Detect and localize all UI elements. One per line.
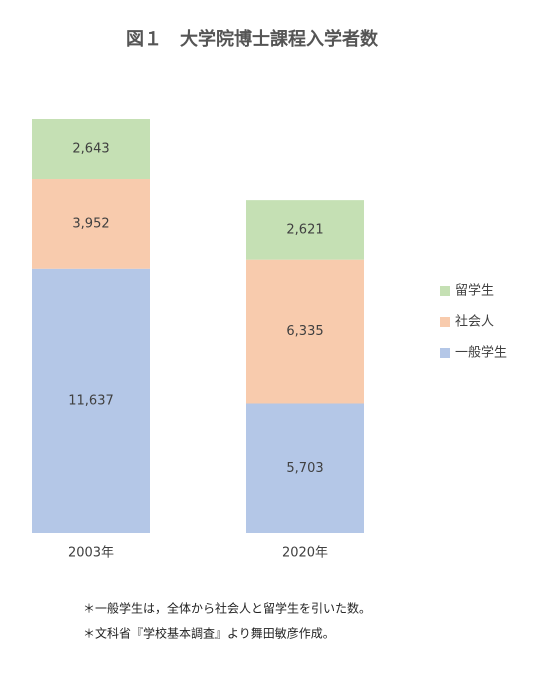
bar-segment (32, 119, 150, 180)
legend-swatch (440, 317, 450, 327)
x-tick-label: 2003年 (68, 546, 114, 561)
note: ＊一般学生は，全体から社会人と留学生を引いた数。 (83, 601, 371, 616)
note: ＊文科省『学校基本調査』より舞田敏彦作成。 (83, 626, 335, 641)
data-label: 5,703 (286, 461, 323, 476)
legend-label: 一般学生 (455, 345, 507, 361)
legend-label: 社会人 (455, 314, 494, 330)
bar-segment (246, 259, 364, 404)
data-label: 2,643 (72, 142, 109, 157)
legend-swatch (440, 348, 450, 358)
data-label: 3,952 (72, 216, 109, 231)
data-label: 6,335 (286, 324, 323, 339)
bar-segment (32, 179, 150, 269)
bar-segment (246, 403, 364, 533)
bar-segment (32, 268, 150, 533)
data-label: 2,621 (286, 222, 323, 237)
bar-segment (246, 200, 364, 260)
chart-title: 図１ 大学院博士課程入学者数 (126, 28, 379, 50)
x-tick-label: 2020年 (282, 546, 328, 561)
legend-swatch (440, 286, 450, 296)
legend-label: 留学生 (455, 283, 494, 299)
data-label: 11,637 (68, 393, 114, 408)
